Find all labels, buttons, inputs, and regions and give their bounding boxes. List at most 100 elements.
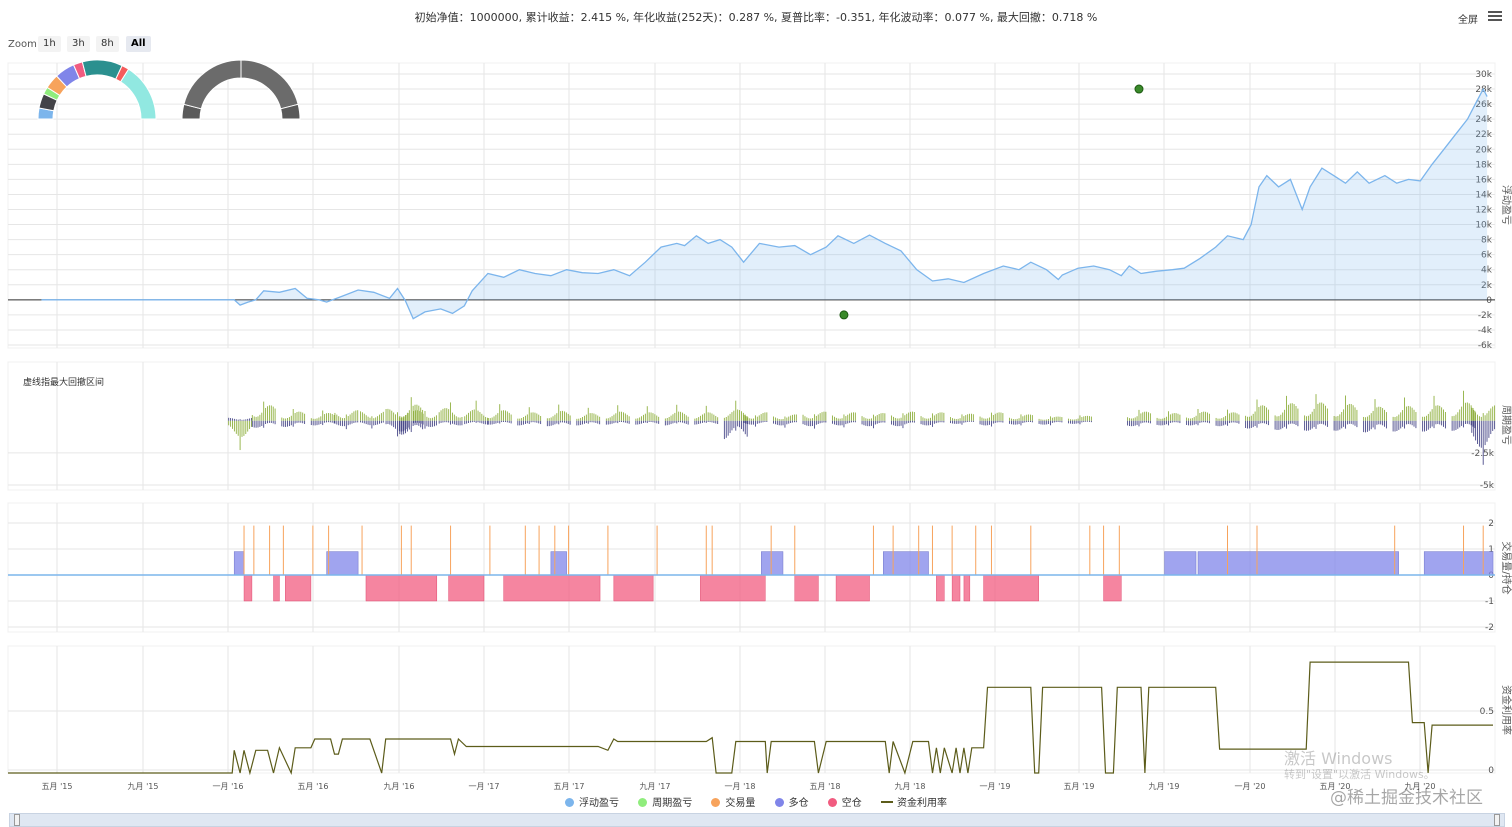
y-tick-label: 10k: [1475, 221, 1492, 231]
y-tick-label: 18k: [1475, 160, 1492, 170]
y-axis-title: 周期盈亏: [1500, 405, 1512, 445]
legend-dot-icon: [711, 798, 721, 807]
navigator-left-handle[interactable]: [14, 814, 20, 826]
zoom-8h-button[interactable]: 8h: [96, 36, 119, 52]
short-position-bar: [983, 574, 1039, 602]
legend-label: 资金利用率: [896, 798, 947, 809]
hamburger-menu-icon[interactable]: [1488, 11, 1502, 22]
fullscreen-button[interactable]: 全屏: [1458, 15, 1478, 26]
x-tick-label: 五月 '18: [810, 782, 841, 791]
x-tick-label: 九月 '19: [1149, 782, 1180, 791]
range-navigator[interactable]: [9, 813, 1505, 827]
y-tick-label: 14k: [1475, 190, 1492, 200]
long-position-bar: [883, 551, 929, 576]
short-position-bar: [243, 574, 253, 602]
short-position-bar: [1103, 574, 1122, 602]
legend-item-long[interactable]: 多仓: [774, 794, 809, 809]
panel-frame-3: [7, 645, 1496, 774]
zoom-all-button[interactable]: All: [126, 36, 151, 52]
y-tick-label: 0: [1488, 571, 1494, 581]
x-tick-label: 九月 '16: [384, 782, 415, 791]
y-tick-label: -5k: [1480, 481, 1495, 491]
zoom-label: Zoom: [8, 39, 37, 50]
legend-label: 周期盈亏: [652, 798, 693, 809]
long-position-bar: [1197, 551, 1399, 576]
utilization-line: [8, 661, 1493, 776]
y-axis-title: 资金利用率: [1500, 685, 1512, 735]
legend-item-trade-volume[interactable]: 交易量: [711, 794, 755, 809]
long-position-bar: [233, 551, 245, 576]
legend-item-float-pnl[interactable]: 浮动盈亏: [565, 794, 619, 809]
legend-label: 浮动盈亏: [579, 798, 620, 809]
y-tick-label: 20k: [1475, 145, 1492, 155]
x-tick-label: 九月 '18: [895, 782, 926, 791]
legend-label: 多仓: [788, 798, 809, 809]
y-axis-title: 浮动盈亏: [1500, 185, 1512, 225]
navigator-right-handle[interactable]: [1494, 814, 1500, 826]
community-watermark: @稀土掘金技术社区: [1330, 788, 1483, 808]
y-tick-label: 30k: [1475, 70, 1492, 80]
gauge-segment: [119, 68, 157, 120]
zoom-3h-button[interactable]: 3h: [67, 36, 90, 52]
legend-dot-icon: [827, 798, 837, 807]
y-tick-label: 2: [1488, 519, 1494, 529]
long-position-bar: [550, 551, 567, 576]
long-position-bar: [326, 551, 359, 576]
float-pnl-area: [41, 89, 1488, 319]
x-tick-label: 九月 '17: [640, 782, 671, 791]
short-position-bar: [613, 574, 654, 602]
short-position-bar: [503, 574, 601, 602]
short-position-bar: [835, 574, 870, 602]
panel-frame-0: [7, 62, 1496, 349]
x-tick-label: 一月 '16: [213, 782, 244, 791]
legend-item-utilization[interactable]: 资金利用率: [880, 794, 947, 809]
float-pnl-line: [41, 87, 1488, 320]
legend-dot-icon: [638, 798, 648, 807]
short-position-bar: [700, 574, 766, 602]
y-tick-label: 8k: [1481, 236, 1493, 246]
long-position-bar: [761, 551, 784, 576]
legend-label: 交易量: [725, 798, 756, 809]
y-tick-label: 6k: [1481, 251, 1493, 261]
short-position-bar: [365, 574, 438, 602]
y-tick-label: 24k: [1475, 115, 1492, 125]
x-tick-label: 一月 '20: [1235, 782, 1266, 791]
short-position-bar: [963, 574, 971, 602]
y-tick-label: -1: [1485, 597, 1494, 607]
gauge-segment: [81, 59, 123, 80]
y-tick-label: 1: [1488, 545, 1494, 555]
y-tick-label: 0: [1488, 766, 1494, 776]
legend-label: 空仓: [841, 798, 862, 809]
zoom-1h-button[interactable]: 1h: [38, 36, 61, 52]
gauge-segment: [183, 59, 242, 110]
extreme-marker-max: [1134, 84, 1144, 94]
y-tick-label: 4k: [1481, 266, 1493, 276]
long-position-bar: [1164, 551, 1197, 576]
panel-frame-2: [7, 502, 1496, 633]
x-tick-label: 一月 '18: [725, 782, 756, 791]
y-tick-label: 12k: [1475, 206, 1492, 216]
y-tick-label: 2k: [1481, 281, 1493, 291]
short-position-bar: [794, 574, 819, 602]
legend-line-icon: [880, 801, 893, 803]
short-position-bar: [285, 574, 312, 602]
y-tick-label: -2k: [1478, 311, 1493, 321]
x-tick-label: 五月 '17: [554, 782, 585, 791]
y-tick-label: 0: [1486, 296, 1492, 306]
legend-item-short[interactable]: 空仓: [827, 794, 862, 809]
gauge-segment: [280, 103, 301, 120]
y-tick-label: -6k: [1478, 341, 1493, 351]
legend-dot-icon: [565, 798, 575, 807]
drawdown-annotation: 虚线指最大回撤区间: [23, 376, 104, 388]
extreme-marker-min: [839, 310, 849, 320]
x-tick-label: 五月 '16: [298, 782, 329, 791]
windows-activation-hint: 转到"设置"以激活 Windows。: [1284, 768, 1435, 781]
y-tick-label: -4k: [1478, 326, 1493, 336]
legend-item-period-pnl[interactable]: 周期盈亏: [638, 794, 692, 809]
legend-dot-icon: [774, 798, 784, 807]
y-tick-label: -2: [1485, 623, 1494, 633]
short-position-bar: [273, 574, 280, 602]
x-tick-label: 五月 '20: [1320, 782, 1351, 791]
y-tick-label: 22k: [1475, 130, 1492, 140]
